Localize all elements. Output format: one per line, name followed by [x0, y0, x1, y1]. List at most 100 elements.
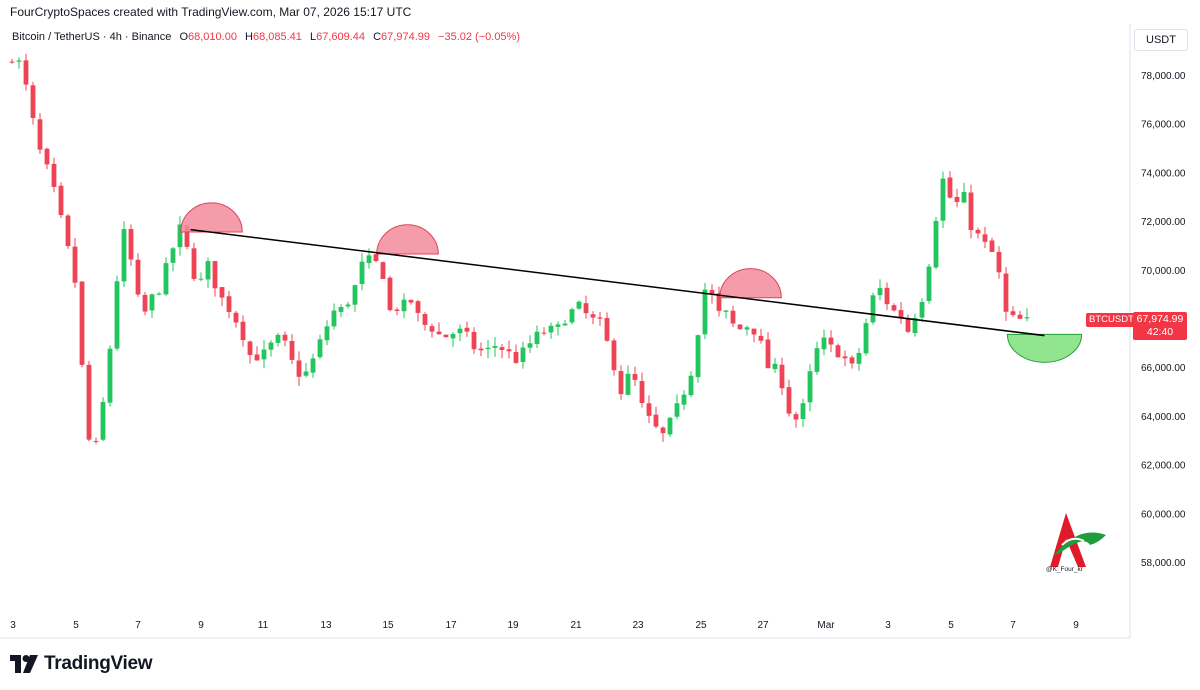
candle — [135, 253, 141, 297]
open-value: 68,010.00 — [188, 31, 237, 43]
candle-body — [954, 196, 960, 202]
candle — [429, 323, 435, 338]
candle-body — [758, 335, 764, 341]
candle — [730, 305, 736, 328]
candle — [44, 147, 50, 170]
candle — [821, 329, 827, 356]
candle-body — [219, 287, 225, 298]
candle — [408, 299, 414, 305]
candle-body — [744, 327, 750, 330]
candle-body — [464, 327, 470, 332]
candle-body — [555, 324, 561, 327]
candle — [527, 335, 533, 353]
candle — [625, 365, 631, 396]
candle-body — [604, 318, 610, 341]
x-tick-label: 9 — [198, 620, 204, 631]
candle-body — [576, 301, 582, 309]
tradingview-logo[interactable]: TradingView — [10, 653, 153, 675]
price-axis: 78,000.00 76,000.00 74,000.00 72,000.00 70,0… — [1129, 24, 1186, 638]
symbol-name[interactable]: Bitcoin / TetherUS · 4h · Binance — [12, 31, 172, 43]
candle-body — [842, 356, 848, 359]
x-tick-label: 5 — [73, 620, 79, 631]
candle — [541, 327, 547, 336]
candle — [849, 355, 855, 369]
candle-body — [135, 259, 141, 295]
candle — [954, 188, 960, 208]
candle-body — [590, 314, 596, 318]
candle-body — [72, 246, 78, 283]
x-tick-label: 15 — [382, 620, 394, 631]
currency-button[interactable]: USDT — [1134, 29, 1188, 51]
candle-body — [562, 323, 568, 326]
candle — [884, 282, 890, 311]
candle — [415, 299, 421, 322]
candle — [597, 311, 603, 326]
x-tick-label: 21 — [570, 620, 582, 631]
candle — [317, 334, 323, 359]
candle — [569, 307, 575, 325]
candle-body — [926, 266, 932, 301]
candle — [324, 320, 330, 346]
candle — [240, 315, 246, 347]
candle-body — [282, 334, 288, 341]
candle-body — [65, 215, 71, 247]
candle — [107, 345, 113, 407]
candle — [695, 334, 701, 383]
candle — [86, 360, 92, 442]
resistance-arc — [180, 202, 243, 233]
candle — [926, 264, 932, 304]
candle-body — [989, 240, 995, 252]
candle-body — [856, 353, 862, 364]
candle — [261, 340, 267, 369]
candle-body — [1024, 317, 1030, 319]
candle — [772, 357, 778, 374]
y-tick-label: 66,000.00 — [1141, 363, 1186, 374]
candle — [877, 279, 883, 301]
candle — [142, 291, 148, 316]
candle-body — [863, 323, 869, 354]
candle — [149, 293, 155, 319]
candle — [16, 57, 22, 69]
x-tick-label: 7 — [135, 620, 141, 631]
candle-body — [478, 348, 484, 351]
candle — [212, 261, 218, 297]
candle — [639, 372, 645, 408]
candle-body — [16, 60, 22, 62]
candle — [478, 342, 484, 357]
resistance-arc — [376, 224, 439, 255]
x-tick-label: 25 — [695, 620, 707, 631]
candle — [352, 284, 358, 312]
candle-body — [268, 342, 274, 350]
candle — [856, 348, 862, 371]
candle — [786, 379, 792, 417]
candle-body — [401, 299, 407, 312]
candle — [345, 301, 351, 309]
candle-body — [723, 310, 729, 312]
candle — [996, 246, 1002, 279]
candle — [23, 54, 29, 91]
candle-body — [450, 333, 456, 339]
y-tick-label: 60,000.00 — [1141, 509, 1186, 520]
candle — [758, 328, 764, 344]
candle — [576, 300, 582, 310]
candle — [660, 426, 666, 442]
candle — [51, 157, 57, 193]
candle — [191, 242, 197, 282]
candle — [331, 303, 337, 330]
candle-body — [233, 312, 239, 323]
candle — [940, 171, 946, 228]
candle-body — [891, 305, 897, 311]
candle — [667, 417, 673, 437]
symbol-price-tag: BTCUSDT — [1086, 313, 1137, 327]
candle-body — [37, 119, 43, 150]
x-tick-label: 3 — [885, 620, 891, 631]
candle-body — [429, 326, 435, 332]
candle-body — [471, 331, 477, 350]
header: FourCryptoSpaces created with TradingVie… — [0, 0, 1200, 24]
candle — [674, 394, 680, 420]
annotations-layer — [180, 202, 1083, 363]
y-tick-label: 78,000.00 — [1141, 71, 1186, 82]
candle — [1017, 310, 1023, 320]
candle-body — [184, 225, 190, 247]
